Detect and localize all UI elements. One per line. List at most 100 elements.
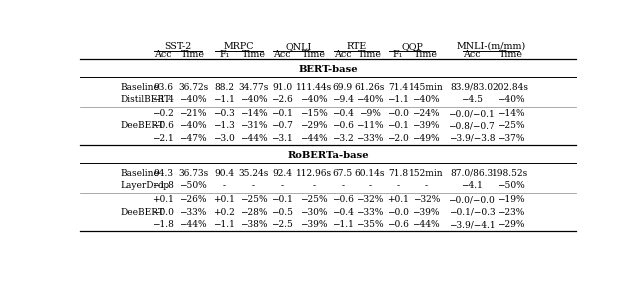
Text: -: - — [312, 181, 316, 190]
Text: −11%: −11% — [356, 122, 383, 130]
Text: −0.1: −0.1 — [271, 195, 293, 204]
Text: 36.72s: 36.72s — [178, 83, 208, 92]
Text: 111.44s: 111.44s — [296, 83, 332, 92]
Text: Time: Time — [358, 50, 381, 59]
Text: −26%: −26% — [179, 195, 207, 204]
Text: −50%: −50% — [179, 181, 207, 190]
Text: −2.1: −2.1 — [152, 134, 174, 143]
Text: -: - — [341, 181, 344, 190]
Text: Time: Time — [499, 50, 522, 59]
Text: −0.3: −0.3 — [214, 109, 236, 118]
Text: Time: Time — [414, 50, 438, 59]
Text: −2.5: −2.5 — [271, 220, 293, 229]
Text: −14%: −14% — [497, 109, 524, 118]
Text: −0.6: −0.6 — [152, 122, 174, 130]
Text: −40%: −40% — [240, 95, 268, 104]
Text: DeeBERT: DeeBERT — [121, 208, 164, 217]
Text: −25%: −25% — [300, 195, 328, 204]
Text: DistilBERT: DistilBERT — [121, 95, 171, 104]
Text: 67.5: 67.5 — [333, 169, 353, 178]
Text: −3.0: −3.0 — [214, 134, 236, 143]
Text: +0.1: +0.1 — [152, 195, 174, 204]
Text: −14%: −14% — [240, 109, 268, 118]
Text: −3.9/−3.8: −3.9/−3.8 — [449, 134, 495, 143]
Text: LayerDrop: LayerDrop — [121, 181, 170, 190]
Text: −47%: −47% — [179, 134, 207, 143]
Text: 61.26s: 61.26s — [355, 83, 385, 92]
Text: Time: Time — [302, 50, 326, 59]
Text: 69.9: 69.9 — [333, 83, 353, 92]
Text: 94.3: 94.3 — [154, 169, 173, 178]
Text: -: - — [396, 181, 399, 190]
Text: −1.1: −1.1 — [213, 220, 236, 229]
Text: 88.2: 88.2 — [214, 83, 234, 92]
Text: Acc: Acc — [273, 50, 291, 59]
Text: −44%: −44% — [179, 220, 207, 229]
Text: 60.14s: 60.14s — [355, 169, 385, 178]
Text: 152min: 152min — [409, 169, 444, 178]
Text: -: - — [252, 181, 255, 190]
Text: −3.9/−4.1: −3.9/−4.1 — [449, 220, 495, 229]
Text: F₁: F₁ — [219, 50, 230, 59]
Text: Baseline: Baseline — [121, 83, 159, 92]
Text: RTE: RTE — [346, 42, 366, 51]
Text: −0.6: −0.6 — [332, 122, 354, 130]
Text: −1.3: −1.3 — [214, 122, 236, 130]
Text: −0.1/−0.3: −0.1/−0.3 — [449, 208, 495, 217]
Text: −29%: −29% — [497, 220, 524, 229]
Text: −9%: −9% — [359, 109, 381, 118]
Text: Time: Time — [242, 50, 266, 59]
Text: −0.0/−0.1: −0.0/−0.1 — [449, 109, 495, 118]
Text: −1.4: −1.4 — [152, 95, 174, 104]
Text: −50%: −50% — [497, 181, 524, 190]
Text: −4.1: −4.1 — [461, 181, 483, 190]
Text: Acc: Acc — [463, 50, 481, 59]
Text: -: - — [281, 181, 284, 190]
Text: −1.1: −1.1 — [332, 220, 354, 229]
Text: RoBERTa-base: RoBERTa-base — [287, 152, 369, 160]
Text: +0.1: +0.1 — [387, 195, 409, 204]
Text: −40%: −40% — [497, 95, 524, 104]
Text: 71.4: 71.4 — [388, 83, 408, 92]
Text: −35%: −35% — [356, 220, 383, 229]
Text: −0.6: −0.6 — [332, 195, 354, 204]
Text: −33%: −33% — [356, 208, 383, 217]
Text: −25%: −25% — [497, 122, 524, 130]
Text: -: - — [368, 181, 371, 190]
Text: −0.2: −0.2 — [152, 109, 174, 118]
Text: 90.4: 90.4 — [214, 169, 234, 178]
Text: −3.2: −3.2 — [332, 134, 354, 143]
Text: Baseline: Baseline — [121, 169, 159, 178]
Text: −40%: −40% — [356, 95, 383, 104]
Text: −0.8/−0.7: −0.8/−0.7 — [449, 122, 495, 130]
Text: 36.73s: 36.73s — [178, 169, 208, 178]
Text: −1.1: −1.1 — [387, 95, 409, 104]
Text: −31%: −31% — [240, 122, 268, 130]
Text: 87.0/86.3: 87.0/86.3 — [451, 169, 493, 178]
Text: −2.0: −2.0 — [387, 134, 409, 143]
Text: −0.1: −0.1 — [387, 122, 409, 130]
Text: −2.6: −2.6 — [271, 95, 293, 104]
Text: −9.4: −9.4 — [332, 95, 354, 104]
Text: 145min: 145min — [409, 83, 444, 92]
Text: −0.0/−0.0: −0.0/−0.0 — [449, 195, 495, 204]
Text: −44%: −44% — [412, 220, 440, 229]
Text: +0.1: +0.1 — [213, 195, 236, 204]
Text: -: - — [223, 181, 226, 190]
Text: -: - — [425, 181, 428, 190]
Text: −3.1: −3.1 — [271, 134, 293, 143]
Text: 93.6: 93.6 — [154, 83, 173, 92]
Text: −1.8: −1.8 — [152, 220, 174, 229]
Text: −40%: −40% — [179, 95, 207, 104]
Text: −28%: −28% — [240, 208, 268, 217]
Text: Acc: Acc — [334, 50, 352, 59]
Text: −39%: −39% — [412, 122, 440, 130]
Text: −29%: −29% — [300, 122, 328, 130]
Text: 91.0: 91.0 — [272, 83, 292, 92]
Text: SST-2: SST-2 — [164, 42, 192, 51]
Text: F₁: F₁ — [393, 50, 403, 59]
Text: −21%: −21% — [179, 109, 207, 118]
Text: −19%: −19% — [497, 195, 524, 204]
Text: MNLI-(m/mm): MNLI-(m/mm) — [456, 42, 526, 51]
Text: −37%: −37% — [497, 134, 524, 143]
